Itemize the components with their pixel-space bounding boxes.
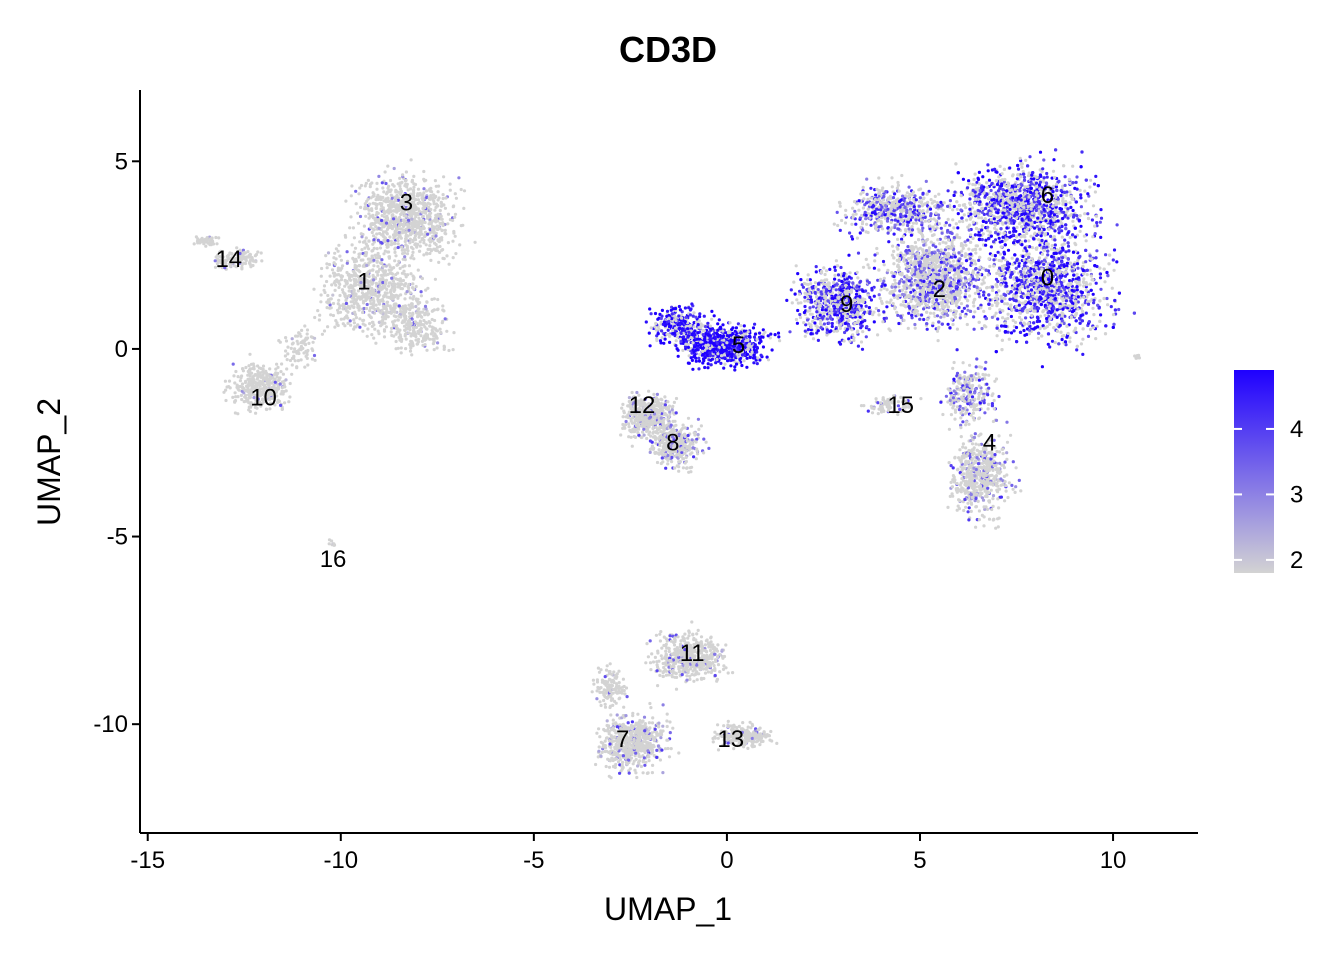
- cluster-label: 3: [400, 190, 413, 217]
- y-tick-label: -5: [107, 524, 128, 551]
- cluster-label: 7: [616, 726, 629, 753]
- y-tick-label: -10: [93, 711, 128, 738]
- x-axis-ticks: -15 -10 -5 0 5 10: [130, 833, 1126, 874]
- color-legend-bar: [1234, 370, 1274, 573]
- y-axis-ticks: 5 0 -5 -10: [93, 148, 140, 738]
- legend-tick-label: 4: [1290, 416, 1303, 443]
- y-axis-title: UMAP_2: [31, 398, 67, 526]
- legend-tick-label: 3: [1290, 481, 1303, 508]
- cluster-label: 4: [983, 430, 996, 457]
- y-tick-label: 5: [115, 148, 128, 175]
- x-tick-label: -15: [130, 847, 165, 874]
- cluster-label: 10: [250, 385, 277, 412]
- x-tick-label: -5: [523, 847, 544, 874]
- cluster-label: 16: [320, 546, 347, 573]
- cluster-label: 5: [732, 332, 745, 359]
- cluster-label: 11: [680, 640, 705, 667]
- cluster-label: 6: [1041, 182, 1054, 209]
- x-tick-label: 5: [913, 847, 926, 874]
- y-tick-label: 0: [115, 336, 128, 363]
- cluster-label: 14: [215, 246, 242, 273]
- x-tick-label: 0: [720, 847, 733, 874]
- x-tick-label: -10: [323, 847, 358, 874]
- cluster-label: 2: [933, 276, 946, 303]
- x-tick-label: 10: [1100, 847, 1127, 874]
- cluster-label: 9: [840, 291, 853, 318]
- cluster-label: 0: [1041, 265, 1054, 292]
- x-axis-title: UMAP_1: [604, 891, 732, 927]
- cluster-label: 13: [717, 726, 744, 753]
- cluster-label: 1: [357, 268, 370, 295]
- cluster-label: 15: [887, 392, 914, 419]
- cluster-label: 12: [629, 392, 656, 419]
- legend-tick-label: 2: [1290, 547, 1303, 574]
- cluster-label: 8: [666, 430, 679, 457]
- chart-title: CD3D: [619, 29, 717, 70]
- cell-points: [192, 148, 1141, 780]
- color-legend: 2 3 4: [1234, 370, 1303, 574]
